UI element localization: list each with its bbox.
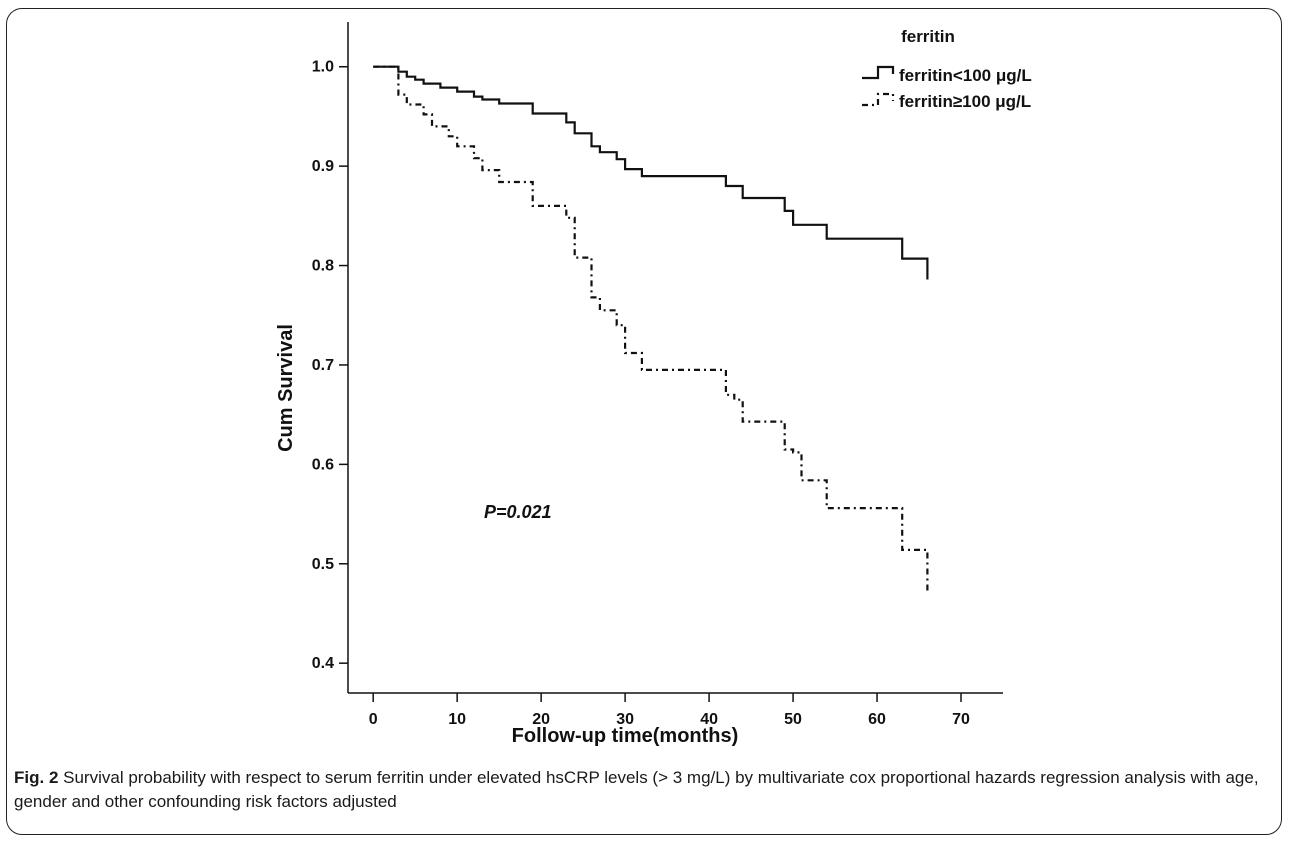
x-tick-label: 50 (784, 711, 802, 728)
caption-text: Survival probability with respect to ser… (14, 768, 1259, 811)
x-tick-label: 70 (952, 711, 970, 728)
legend: ferritin ferritin<100 μg/L ferritin≥100 … (862, 27, 1032, 111)
x-tick-label: 10 (448, 711, 466, 728)
y-tick-label: 0.4 (312, 655, 334, 672)
survival-chart: 0.4 0.5 0.6 0.7 0.8 0.9 1.0 0 10 20 30 40 50 60 70 Fo… (275, 22, 1032, 747)
legend-swatch-solid (862, 65, 895, 80)
caption-label: Fig. 2 (14, 768, 59, 787)
legend-title: ferritin (901, 27, 955, 46)
x-tick-label: 20 (532, 711, 550, 728)
y-tick-label: 0.8 (312, 258, 334, 275)
y-tick-label: 0.7 (312, 357, 334, 374)
y-axis-title: Cum Survival (275, 324, 297, 452)
figure-frame (6, 8, 1282, 835)
p-value-annotation: P=0.021 (484, 502, 552, 522)
x-tick-label: 60 (868, 711, 886, 728)
legend-label-dashdot: ferritin≥100 μg/L (899, 92, 1031, 111)
series-line-ferritin-high (373, 65, 929, 594)
x-tick-label: 0 (369, 711, 378, 728)
series-lines (373, 65, 929, 594)
series-line-ferritin-low (373, 65, 929, 280)
y-tick-label: 1.0 (312, 59, 334, 76)
y-ticks: 0.4 0.5 0.6 0.7 0.8 0.9 1.0 (312, 59, 348, 672)
legend-label-solid: ferritin<100 μg/L (899, 66, 1032, 85)
x-tick-label: 30 (616, 711, 634, 728)
chart-axes (347, 22, 1003, 694)
legend-swatch-dashdot (862, 92, 895, 107)
figure-caption: Fig. 2 Survival probability with respect… (14, 766, 1274, 814)
y-tick-label: 0.6 (312, 456, 334, 473)
y-tick-label: 0.5 (312, 556, 334, 573)
x-ticks: 0 10 20 30 40 50 60 70 (369, 693, 970, 728)
x-axis-title: Follow-up time(months) (512, 725, 739, 747)
y-tick-label: 0.9 (312, 158, 334, 175)
x-tick-label: 40 (700, 711, 718, 728)
